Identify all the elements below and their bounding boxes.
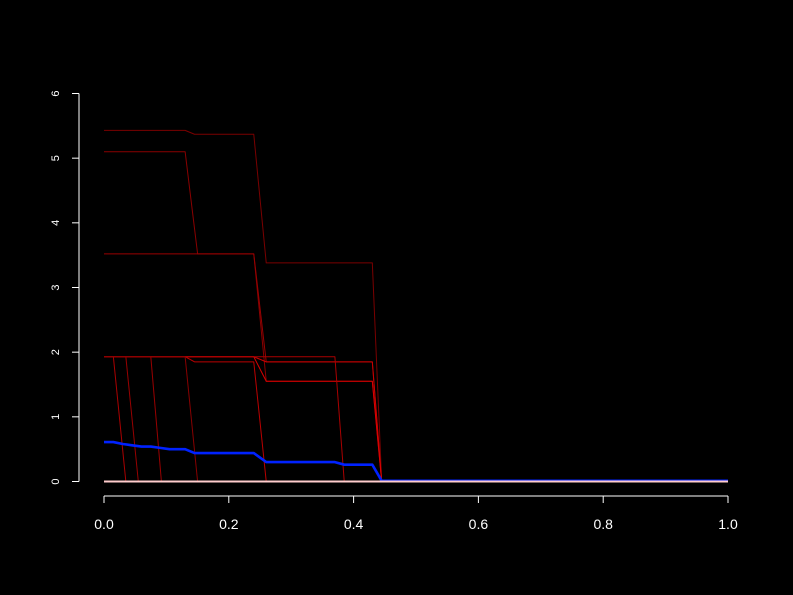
series-line-6 (104, 356, 728, 482)
series-line-7 (104, 356, 728, 482)
y-tick-label: 0 (50, 478, 62, 484)
x-tick-label: 0.0 (94, 516, 114, 532)
series-line-3 (104, 356, 728, 482)
series-line-8 (104, 356, 728, 482)
series-line-0 (104, 129, 728, 482)
y-tick-label: 5 (50, 155, 62, 161)
series-line-4 (104, 356, 728, 482)
series-line-5 (104, 356, 728, 482)
axes: 0.0 0.2 0.4 0.6 0.8 1.0 0 1 2 3 4 5 6 (50, 90, 738, 532)
y-tick-label: 1 (50, 414, 62, 420)
series-line-11 (104, 440, 728, 483)
x-tick-label: 0.4 (344, 516, 364, 532)
series-line-9 (104, 356, 728, 482)
y-tick-label: 3 (50, 284, 62, 290)
x-tick-label: 0.8 (593, 516, 613, 532)
x-tick-label: 1.0 (718, 516, 738, 532)
series-line-1 (104, 151, 728, 482)
series-group (104, 129, 728, 483)
series-line-2 (104, 253, 728, 482)
y-tick-label: 6 (50, 90, 62, 96)
y-tick-label: 2 (50, 349, 62, 355)
y-tick-label: 4 (50, 220, 62, 226)
x-tick-label: 0.6 (469, 516, 489, 532)
series-line-10 (104, 356, 728, 482)
x-tick-label: 0.2 (219, 516, 239, 532)
